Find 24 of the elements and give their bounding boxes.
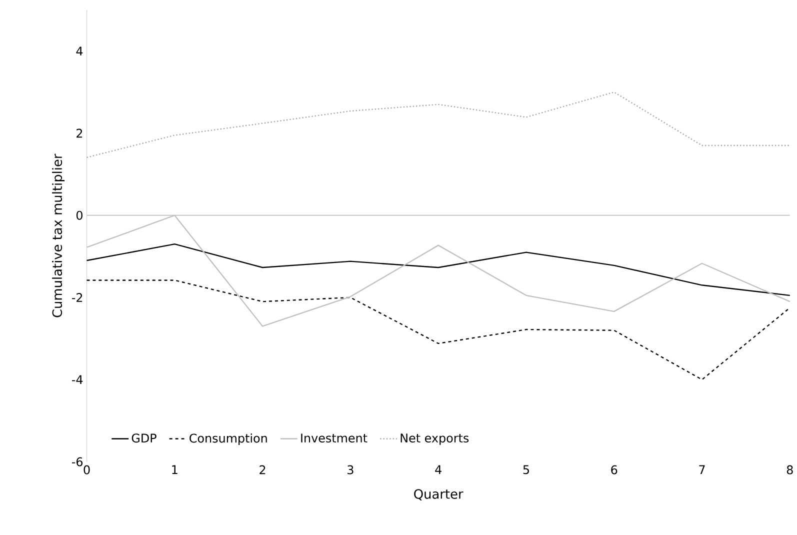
line-series bbox=[86, 92, 790, 158]
x-tick-label: 4 bbox=[435, 465, 442, 474]
x-axis-title: Quarter bbox=[414, 489, 464, 501]
y-tick-label: 2 bbox=[76, 128, 82, 138]
y-tick-label: -4 bbox=[72, 375, 83, 384]
legend-label: Net exports bbox=[400, 434, 469, 446]
legend-label: Consumption bbox=[190, 434, 267, 446]
y-tick-label: -6 bbox=[72, 457, 83, 466]
legend-label: GDP bbox=[132, 434, 156, 443]
x-tick-label: 3 bbox=[348, 465, 354, 475]
y-tick-label: -2 bbox=[72, 293, 82, 302]
legend-label: Investment bbox=[301, 434, 368, 443]
x-tick-label: 7 bbox=[699, 465, 705, 474]
y-tick-label: 4 bbox=[76, 46, 83, 56]
x-tick-label: 1 bbox=[172, 465, 178, 474]
y-axis-title: Cumulative tax multiplier bbox=[52, 154, 65, 318]
x-tick-label: 2 bbox=[260, 465, 266, 474]
line-series bbox=[86, 280, 790, 380]
y-tick-label: 0 bbox=[76, 211, 82, 220]
x-tick-label: 6 bbox=[611, 465, 618, 475]
x-tick-label: 0 bbox=[84, 465, 90, 475]
x-tick-label: 5 bbox=[523, 465, 529, 474]
x-tick-label: 8 bbox=[786, 465, 793, 475]
line-series bbox=[86, 244, 790, 296]
